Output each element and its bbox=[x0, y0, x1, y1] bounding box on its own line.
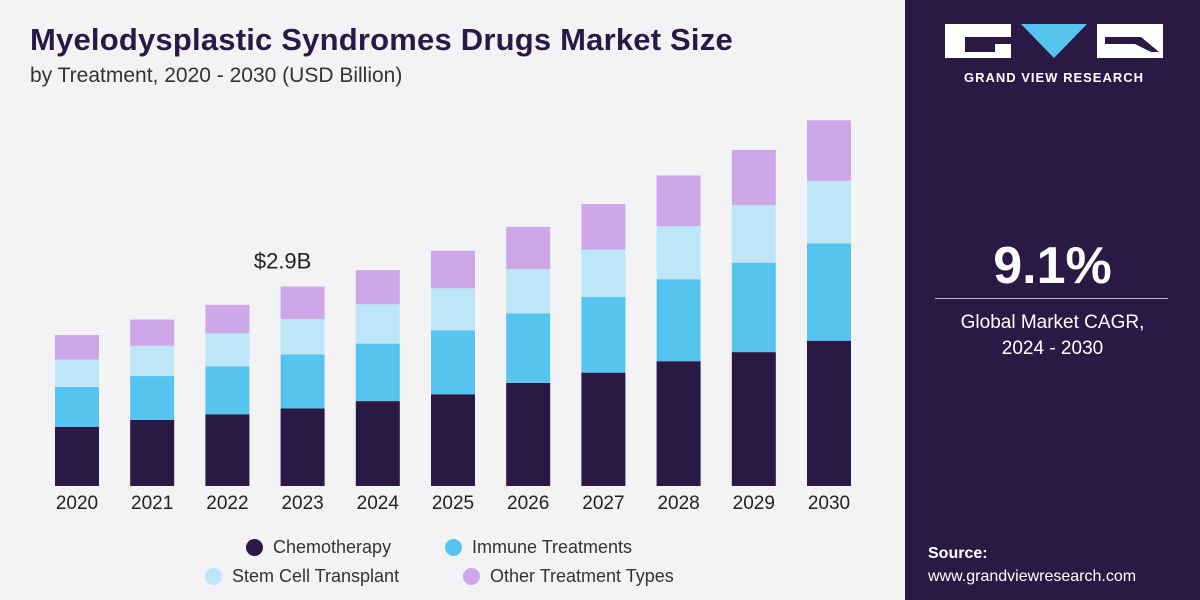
bar-segment-immune-treatments-2029 bbox=[731, 262, 776, 353]
chart-subtitle: by Treatment, 2020 - 2030 (USD Billion) bbox=[30, 64, 403, 87]
bar-segment-other-treatment-types-2029 bbox=[731, 149, 776, 206]
legend-label: Stem Cell Transplant bbox=[232, 566, 400, 586]
bar-segment-other-treatment-types-2020 bbox=[55, 335, 99, 360]
bar-segment-chemotherapy-2026 bbox=[506, 382, 551, 486]
bar-segment-stem-cell-transplant-2027 bbox=[581, 249, 626, 297]
bar-segment-other-treatment-types-2021 bbox=[130, 319, 175, 346]
x-tick-label-2024: 2024 bbox=[357, 493, 400, 514]
legend-item-chemotherapy: Chemotherapy bbox=[246, 537, 391, 558]
bar-segment-chemotherapy-2020 bbox=[55, 426, 99, 486]
legend-item-other-treatment-types: Other Treatment Types bbox=[463, 566, 674, 587]
legend-swatch-stem-cell-transplant bbox=[205, 568, 222, 585]
bar-segment-stem-cell-transplant-2025 bbox=[431, 288, 475, 331]
bar-segment-chemotherapy-2029 bbox=[731, 352, 776, 486]
bar-segment-stem-cell-transplant-2028 bbox=[656, 226, 701, 280]
x-tick-label-2020: 2020 bbox=[56, 493, 98, 514]
bar-segment-immune-treatments-2020 bbox=[55, 386, 99, 427]
bar-segment-stem-cell-transplant-2020 bbox=[55, 359, 99, 387]
legend-item-stem-cell-transplant: Stem Cell Transplant bbox=[205, 566, 399, 587]
legend-swatch-other-treatment-types bbox=[463, 568, 480, 585]
legend-label: Other Treatment Types bbox=[490, 566, 674, 586]
cagr-label: Global Market CAGR, 2024 - 2030 bbox=[935, 310, 1170, 362]
cagr-value: 9.1% bbox=[993, 237, 1112, 295]
x-tick-label-2027: 2027 bbox=[582, 493, 624, 514]
source-label: Source: bbox=[928, 545, 988, 562]
bar-segment-immune-treatments-2022 bbox=[205, 366, 250, 415]
stacked-bar-chart: 2020 2021 2022 2023 $2.9B 2024 2025 2026 2027 202… bbox=[55, 120, 851, 514]
cagr-label-line1: Global Market CAGR, bbox=[960, 312, 1145, 333]
legend-swatch-chemotherapy bbox=[246, 539, 263, 556]
source-link[interactable]: www.grandviewresearch.com bbox=[928, 568, 1137, 585]
bar-segment-immune-treatments-2023 bbox=[280, 354, 325, 409]
bar-segment-chemotherapy-2027 bbox=[581, 372, 626, 486]
cagr-label-line2: 2024 - 2030 bbox=[1001, 338, 1104, 359]
bar-segment-chemotherapy-2023 bbox=[280, 408, 325, 486]
bar-segment-chemotherapy-2022 bbox=[205, 414, 250, 486]
bar-segment-immune-treatments-2024 bbox=[355, 343, 400, 402]
legend-swatch-immune-treatments bbox=[445, 539, 462, 556]
bar-segment-immune-treatments-2025 bbox=[431, 330, 475, 395]
bar-segment-other-treatment-types-2022 bbox=[205, 304, 250, 334]
bar-segment-other-treatment-types-2030 bbox=[807, 120, 851, 181]
bar-segment-stem-cell-transplant-2030 bbox=[807, 180, 851, 244]
x-tick-label-2026: 2026 bbox=[507, 493, 549, 514]
bar-segment-stem-cell-transplant-2023 bbox=[280, 319, 325, 355]
legend-item-immune-treatments: Immune Treatments bbox=[445, 537, 632, 558]
x-tick-label-2030: 2030 bbox=[808, 493, 850, 514]
bar-segment-chemotherapy-2030 bbox=[807, 340, 851, 486]
bar-segment-immune-treatments-2027 bbox=[581, 296, 626, 373]
bar-segment-other-treatment-types-2024 bbox=[355, 270, 400, 305]
bar-segment-other-treatment-types-2023 bbox=[280, 286, 325, 320]
bar-segment-chemotherapy-2024 bbox=[355, 401, 400, 486]
bar-segment-chemotherapy-2028 bbox=[656, 361, 701, 486]
bar-segment-stem-cell-transplant-2026 bbox=[506, 268, 551, 314]
divider bbox=[935, 298, 1168, 299]
bar-segment-stem-cell-transplant-2024 bbox=[355, 304, 400, 344]
x-tick-label-2022: 2022 bbox=[206, 493, 248, 514]
bar-segment-immune-treatments-2030 bbox=[807, 243, 851, 341]
value-annotation-2023: $2.9B bbox=[254, 249, 312, 274]
x-tick-label-2023: 2023 bbox=[281, 493, 323, 514]
bar-segment-immune-treatments-2021 bbox=[130, 376, 175, 420]
x-tick-label-2028: 2028 bbox=[657, 493, 699, 514]
bar-segment-chemotherapy-2025 bbox=[431, 394, 475, 486]
bar-segment-immune-treatments-2028 bbox=[656, 279, 701, 362]
legend-label: Immune Treatments bbox=[472, 537, 633, 557]
chart-title: Myelodysplastic Syndromes Drugs Market S… bbox=[30, 22, 733, 57]
bar-segment-other-treatment-types-2026 bbox=[506, 226, 551, 269]
bar-segment-immune-treatments-2026 bbox=[506, 313, 551, 383]
x-tick-label-2029: 2029 bbox=[733, 493, 775, 514]
bar-segment-chemotherapy-2021 bbox=[130, 419, 175, 486]
brand-name: GRAND VIEW RESEARCH bbox=[963, 70, 1145, 85]
bar-segment-other-treatment-types-2028 bbox=[656, 175, 701, 227]
bar-segment-other-treatment-types-2027 bbox=[581, 204, 626, 250]
bar-segment-stem-cell-transplant-2022 bbox=[205, 333, 250, 367]
bar-segment-stem-cell-transplant-2021 bbox=[130, 345, 175, 377]
legend-label: Chemotherapy bbox=[273, 537, 392, 557]
bar-segment-other-treatment-types-2025 bbox=[431, 250, 475, 289]
x-tick-label-2021: 2021 bbox=[131, 493, 173, 514]
bar-segment-stem-cell-transplant-2029 bbox=[731, 205, 776, 263]
x-tick-label-2025: 2025 bbox=[432, 493, 474, 514]
info-sidebar bbox=[905, 0, 1200, 600]
grand-view-research-logo bbox=[945, 24, 1163, 58]
